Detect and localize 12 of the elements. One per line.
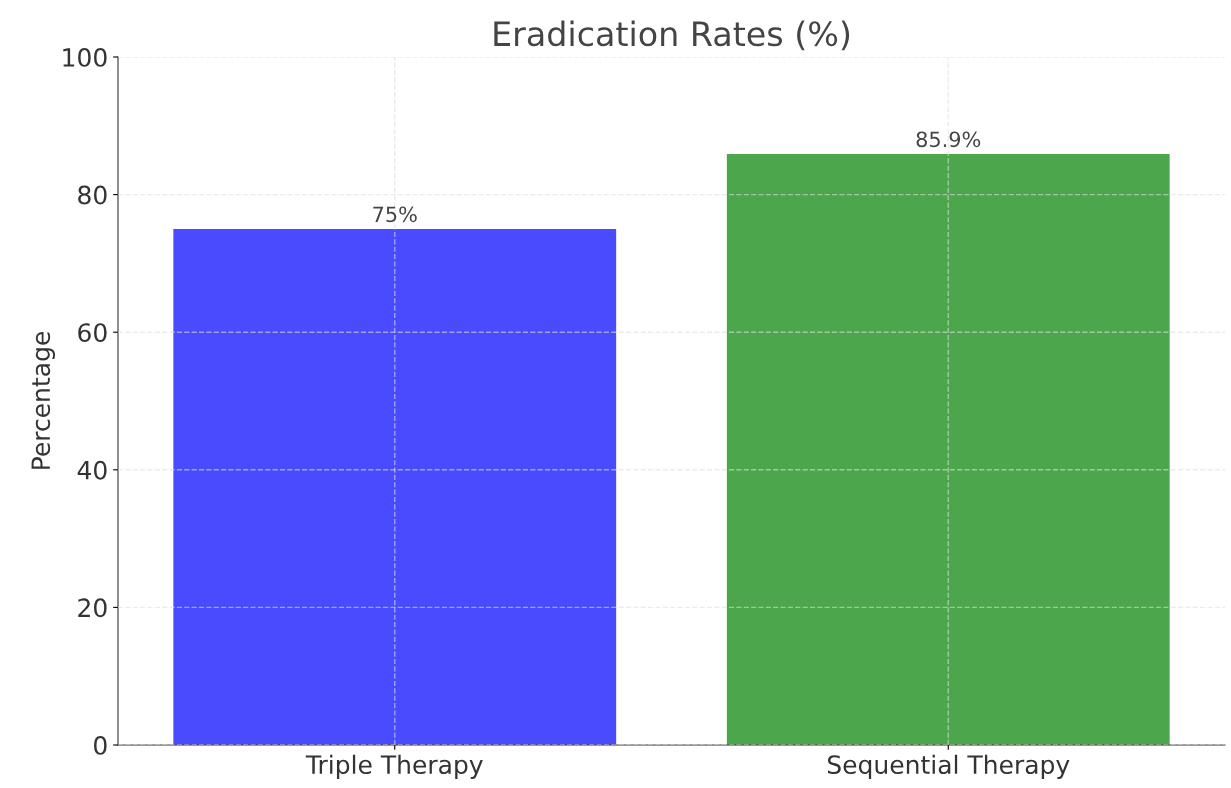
x-tick-label: Sequential Therapy (827, 754, 1070, 779)
y-tick-label: 80 (78, 185, 107, 205)
data-label: 75% (373, 206, 417, 223)
y-tick-label: 100 (63, 47, 107, 67)
y-tick-label: 20 (78, 598, 107, 618)
y-tick-label: 40 (77, 460, 107, 480)
data-label: 85.9% (916, 131, 981, 148)
chart-title: Eradication Rates (%) (494, 20, 850, 51)
y-axis-title: Percentage (31, 332, 55, 469)
y-tick-label: 0 (94, 735, 107, 755)
y-tick-label: 60 (78, 323, 107, 343)
x-tick-label: Triple Therapy (305, 754, 483, 779)
